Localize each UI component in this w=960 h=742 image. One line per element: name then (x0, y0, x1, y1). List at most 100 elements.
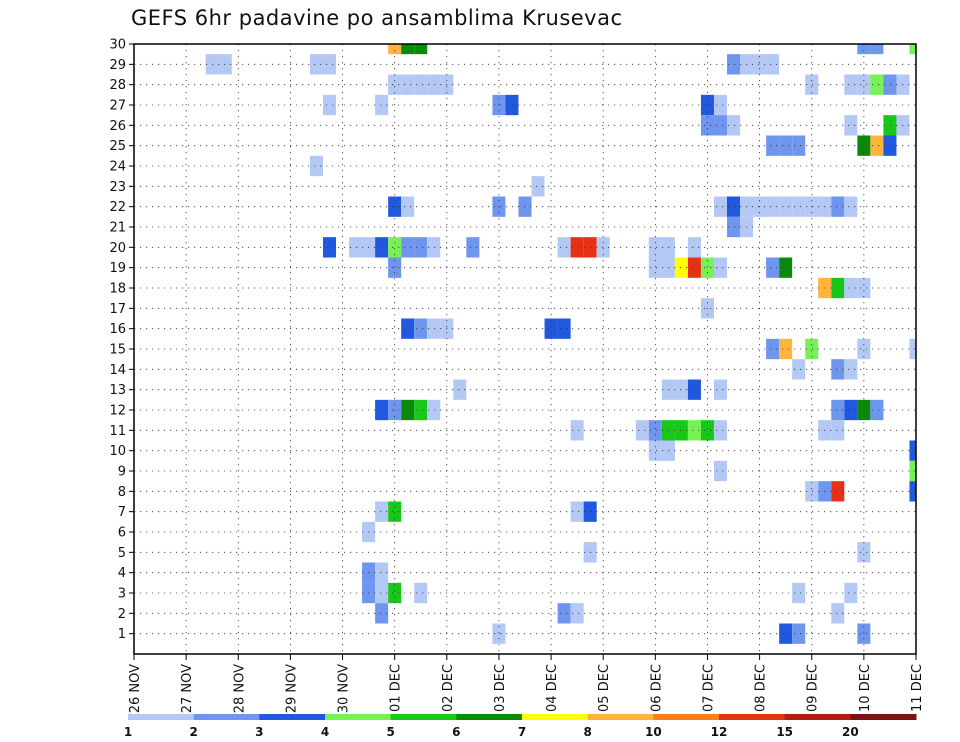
heatmap-cell (753, 54, 767, 75)
heatmap-cell (713, 115, 728, 136)
colorbar-swatch (325, 714, 392, 720)
y-tick-label: 2 (118, 607, 126, 622)
heatmap-cells (205, 44, 916, 644)
heatmap-cell (674, 379, 688, 400)
heatmap-cell (375, 399, 389, 421)
heatmap-cell (792, 359, 806, 380)
heatmap-cell (779, 623, 793, 644)
heatmap-cell (414, 582, 428, 604)
x-tick-label: 28 NOV (232, 664, 247, 713)
heatmap-cell (687, 420, 701, 441)
colorbar-tick-label: 2 (189, 725, 197, 739)
y-tick-label: 18 (109, 282, 126, 297)
y-axis: 1234567891011121314151617181920212223242… (109, 38, 134, 642)
heatmap-cell (831, 481, 845, 502)
x-tick-label: 01 DEC (389, 664, 404, 712)
heatmap-cell (570, 237, 584, 258)
y-tick-label: 1 (118, 627, 126, 642)
heatmap-cell (779, 135, 793, 156)
colorbar-tick-label: 7 (518, 725, 526, 739)
heatmap-cell (570, 501, 584, 522)
y-tick-label: 13 (109, 383, 126, 398)
y-tick-label: 21 (109, 221, 126, 236)
y-tick-label: 14 (109, 363, 126, 378)
heatmap-cell (388, 237, 402, 258)
colorbar-swatch (719, 714, 786, 720)
y-tick-label: 7 (118, 505, 126, 520)
heatmap-cell (870, 44, 884, 55)
heatmap-cell (492, 623, 506, 644)
heatmap-cell (713, 420, 728, 441)
heatmap-cell (401, 74, 415, 95)
heatmap-cell (388, 44, 402, 55)
y-tick-label: 4 (118, 566, 126, 581)
heatmap-cell (883, 115, 897, 136)
y-tick-label: 22 (109, 200, 126, 215)
heatmap-cell (909, 481, 916, 502)
heatmap-cell (792, 623, 806, 644)
heatmap-cell (805, 338, 819, 360)
y-tick-label: 23 (109, 180, 126, 195)
heatmap-cell (766, 257, 780, 278)
x-axis: 26 NOV 27 NOV 28 NOV 29 NOV 30 NOV 01 DEC 02 D… (128, 654, 925, 713)
heatmap-cell (909, 440, 916, 461)
heatmap-cell (700, 257, 714, 278)
heatmap-cell (687, 257, 701, 278)
heatmap-cell (792, 196, 806, 217)
y-tick-label: 11 (109, 424, 126, 439)
colorbar-tick-label: 12 (711, 725, 728, 739)
heatmap-cell (375, 237, 389, 258)
heatmap-cell (544, 318, 558, 339)
heatmap-cell (713, 94, 728, 116)
heatmap-cell (427, 399, 441, 421)
x-tick-label: 27 NOV (180, 664, 195, 713)
heatmap-cell (375, 582, 389, 604)
colorbar-swatch (128, 714, 195, 720)
heatmap-cell (909, 338, 916, 360)
heatmap-cell (713, 196, 728, 217)
heatmap-cell (557, 237, 571, 258)
colorbar-swatch (259, 714, 326, 720)
heatmap-cell (766, 196, 780, 217)
heatmap-cell (322, 94, 337, 116)
heatmap-cell (401, 44, 415, 55)
colorbar-swatch (390, 714, 457, 720)
heatmap-cell (909, 44, 916, 55)
colorbar-tick-label: 20 (842, 725, 859, 739)
heatmap-cell (779, 196, 793, 217)
heatmap-cell (453, 379, 467, 400)
heatmap-cell (401, 318, 415, 339)
colorbar-tick-label: 4 (321, 725, 329, 739)
x-tick-label: 05 DEC (597, 664, 612, 712)
heatmap-cell (870, 399, 884, 421)
colorbar-tick-label: 1 (124, 725, 132, 739)
heatmap-cell (844, 277, 858, 299)
heatmap-cell (779, 257, 793, 278)
heatmap-cell (909, 460, 916, 482)
heatmap-cell (805, 481, 819, 502)
x-tick-label: 08 DEC (754, 664, 769, 712)
heatmap-cell (375, 94, 389, 116)
heatmap-cell (727, 115, 741, 136)
heatmap-cell (322, 237, 337, 258)
x-tick-label: 26 NOV (128, 664, 143, 713)
heatmap-cell (883, 74, 897, 95)
y-tick-label: 30 (109, 38, 126, 53)
heatmap-cell (792, 582, 806, 604)
heatmap-cell (674, 420, 688, 441)
heatmap-cell (713, 460, 728, 482)
heatmap-cell (727, 54, 741, 75)
heatmap-cell (375, 603, 389, 624)
heatmap-cell (427, 318, 441, 339)
colorbar-tick-label: 6 (452, 725, 460, 739)
heatmap-cell (414, 44, 428, 55)
chart-title: GEFS 6hr padavine po ansamblima Krusevac (131, 6, 623, 30)
heatmap-cell (531, 176, 545, 197)
heatmap-cell (857, 623, 871, 644)
heatmap-cell (570, 603, 584, 624)
y-tick-label: 6 (118, 526, 126, 541)
colorbar-swatch (456, 714, 523, 720)
y-tick-label: 27 (109, 99, 126, 114)
y-tick-label: 20 (109, 241, 126, 256)
